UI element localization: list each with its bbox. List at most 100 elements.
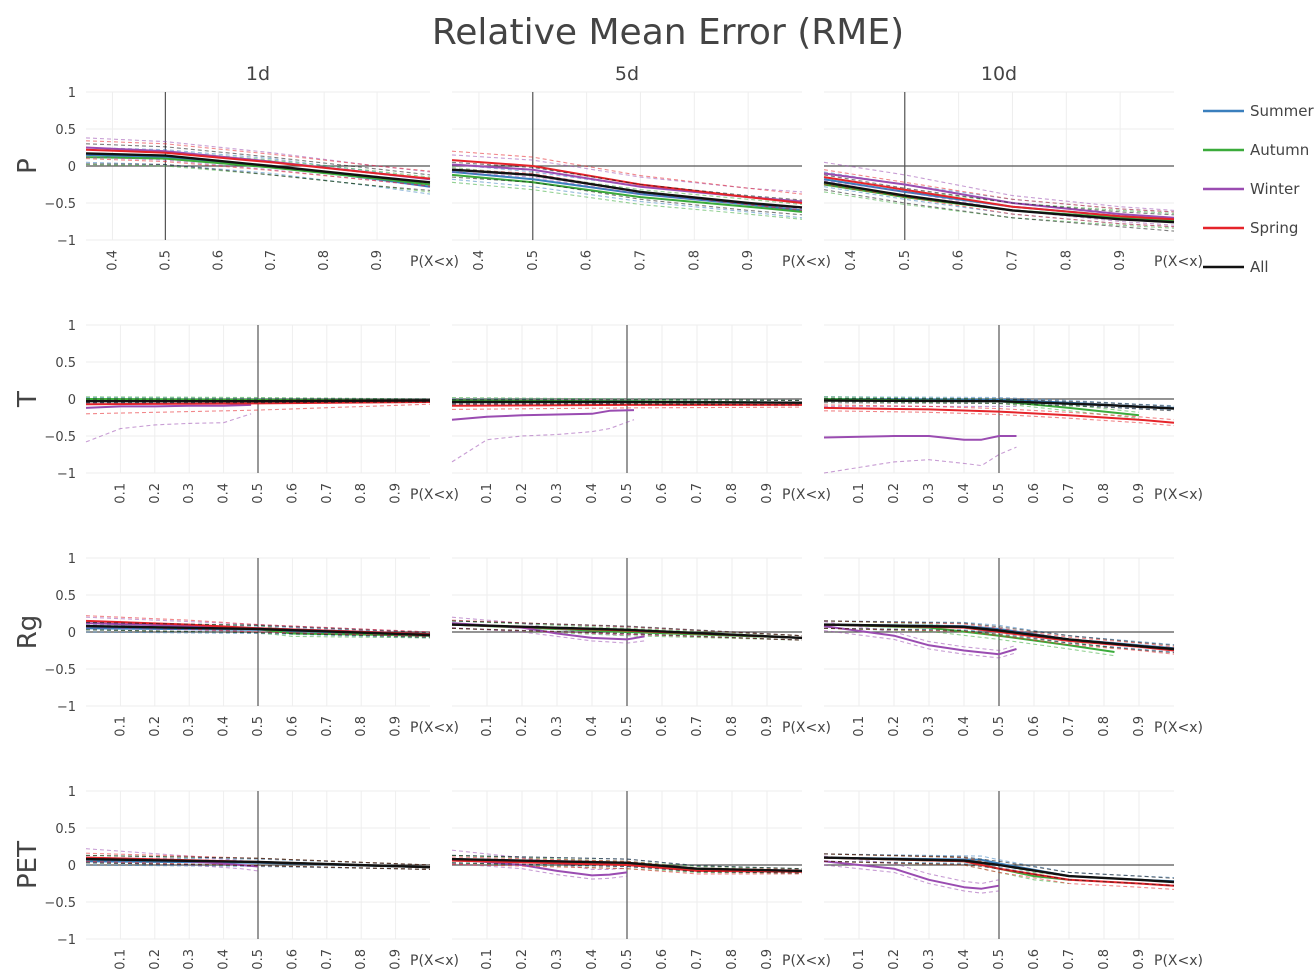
x-tick-label: 0.4 (217, 949, 232, 970)
x-tick-label: 0.9 (389, 949, 404, 970)
series-band-upper-all (823, 853, 1175, 879)
x-axis-label: P(X<x) (410, 254, 459, 270)
column-title-5d: 5d (615, 63, 639, 85)
series-band-lower-summer (85, 864, 431, 870)
x-tick-label: 0.5 (251, 483, 266, 504)
series-band-upper-all (451, 620, 803, 637)
x-tick-label: 0.2 (887, 716, 902, 737)
y-tick-label: 0.5 (55, 589, 76, 604)
y-tick-label: −1 (57, 933, 76, 948)
series-band-upper-all (85, 621, 431, 634)
series-band-upper-spring (823, 169, 1175, 213)
x-tick-label: 0.8 (354, 483, 369, 504)
x-tick-label: 0.1 (480, 483, 495, 504)
series-band-lower-spring (823, 860, 1175, 890)
x-axis-label: P(X<x) (1154, 953, 1203, 969)
legend-label-winter: Winter (1250, 180, 1300, 198)
series-band-lower-all (85, 629, 431, 638)
x-tick-label: 0.6 (211, 250, 226, 271)
series-band-upper-spring (85, 852, 431, 866)
legend-label-autumn: Autumn (1250, 141, 1309, 159)
x-tick-label: 0.5 (251, 716, 266, 737)
x-tick-label: 0.1 (852, 483, 867, 504)
panel-Rg-10d: 0.1 0.2 0.3 0.4 0.5 0.6 0.7 0.8 0.9 P(X<x) (823, 557, 1203, 737)
x-tick-label: 0.7 (320, 949, 335, 970)
y-tick-label: −1 (57, 234, 76, 249)
x-tick-label: 0.8 (725, 949, 740, 970)
x-tick-label: 0.2 (515, 949, 530, 970)
x-tick-label: 0.8 (1097, 483, 1112, 504)
x-tick-label: 0.3 (182, 483, 197, 504)
x-tick-label: 0.4 (957, 483, 972, 504)
y-tick-label: −0.5 (44, 197, 76, 212)
x-tick-label: 0.2 (887, 949, 902, 970)
series-line-spring (451, 403, 802, 407)
series-line-summer (451, 170, 803, 212)
series-band-upper-spring (823, 404, 1175, 421)
x-tick-label: 0.8 (317, 250, 332, 271)
x-tick-label: 0.4 (585, 483, 600, 504)
x-tick-label: 0.8 (354, 949, 369, 970)
series-band-upper-summer (823, 396, 1175, 407)
series-band-upper-all (452, 399, 803, 402)
x-tick-label: 0.1 (480, 949, 495, 970)
series-band-lower-spring (823, 410, 1175, 427)
series-band-lower-all (452, 403, 803, 406)
y-tick-label: 0 (68, 626, 76, 641)
x-tick-label: 0.2 (148, 949, 163, 970)
series-band-lower-autumn (451, 181, 803, 220)
x-tick-label: 0.7 (1062, 716, 1077, 737)
y-tick-label: −0.5 (44, 896, 76, 911)
series-line-all (823, 399, 1175, 410)
series-band-lower-all (451, 862, 803, 874)
series-line-winter (823, 860, 1000, 890)
y-tick-label: 1 (68, 552, 76, 567)
series-band-lower-all (451, 627, 803, 641)
series-band-lower-summer (823, 627, 1175, 653)
x-tick-label: 0.5 (620, 716, 635, 737)
x-tick-label: 0.8 (354, 716, 369, 737)
y-tick-label: 1 (68, 785, 76, 800)
series-line-all (823, 856, 1175, 884)
x-tick-label: 0.5 (992, 483, 1007, 504)
x-tick-label: 0.2 (515, 716, 530, 737)
series-line-all (85, 624, 431, 637)
series-band-lower-spring (451, 863, 802, 875)
series-band-upper-winter (823, 621, 1017, 652)
x-tick-label: 0.5 (620, 483, 635, 504)
x-tick-label: 0.5 (992, 716, 1007, 737)
series-line-winter (85, 403, 252, 409)
series-line-spring (823, 406, 1175, 424)
x-tick-label: 0.8 (725, 483, 740, 504)
x-axis-label: P(X<x) (782, 254, 831, 270)
x-axis-label: P(X<x) (782, 953, 831, 969)
series-band-upper-all (823, 620, 1175, 646)
panel-T-10d: 0.1 0.2 0.3 0.4 0.5 0.6 0.7 0.8 0.9 P(X<x) (823, 324, 1203, 504)
y-tick-label: 0.5 (55, 356, 76, 371)
series-band-upper-all (451, 161, 803, 201)
series-band-upper-summer (85, 396, 431, 400)
y-tick-label: 0.5 (55, 822, 76, 837)
x-axis-label: P(X<x) (410, 953, 459, 969)
series-line-all (451, 168, 803, 209)
series-band-lower-all (85, 163, 431, 191)
x-tick-label: 0.5 (898, 250, 913, 271)
series-line-spring (451, 859, 803, 873)
series-band-lower-spring (451, 406, 803, 410)
panel-PET-5d: 0.1 0.2 0.3 0.4 0.5 0.6 0.7 0.8 0.9 P(X<x) (451, 790, 831, 970)
x-tick-label: 0.8 (1097, 716, 1112, 737)
x-tick-label: 0.9 (1132, 949, 1147, 970)
x-tick-label: 0.6 (1027, 949, 1042, 970)
series-band-lower-all (823, 189, 1175, 232)
series-band-upper-autumn (451, 396, 803, 402)
row-title-P: P (13, 158, 43, 174)
row-title-T: T (13, 391, 43, 408)
x-tick-label: 0.4 (585, 716, 600, 737)
series-line-all (452, 400, 803, 404)
series-line-all (85, 857, 431, 869)
panel-Rg-5d: 0.1 0.2 0.3 0.4 0.5 0.6 0.7 0.8 0.9 P(X<x) (451, 557, 831, 737)
y-tick-label: 0 (68, 160, 76, 175)
series-band-upper-winter (451, 154, 803, 193)
x-tick-label: 0.7 (1062, 949, 1077, 970)
series-band-upper-winter (85, 616, 431, 633)
